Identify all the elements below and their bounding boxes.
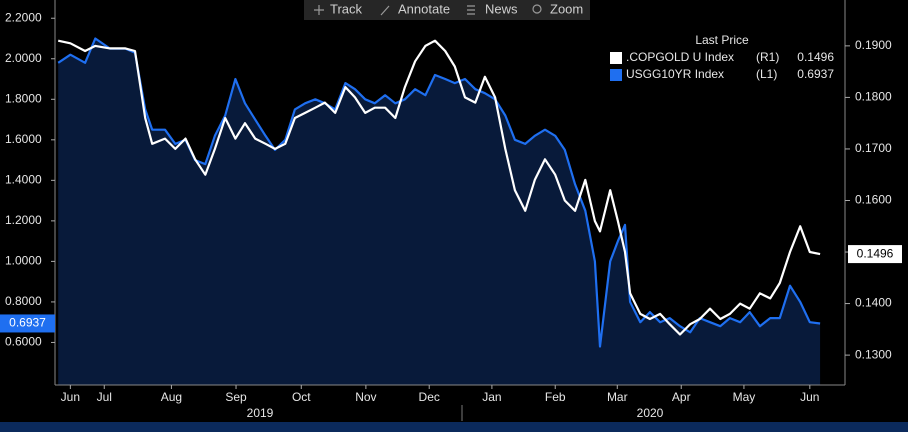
legend-title: Last Price: [695, 33, 749, 47]
y2-tick-label: 0.1900: [855, 38, 892, 52]
series-line: [57, 39, 821, 336]
legend-value: 0.6937: [797, 67, 834, 81]
y-tick-label: 1.6000: [5, 132, 42, 146]
news-icon: [467, 5, 475, 15]
y-tick-label: 1.0000: [5, 254, 42, 268]
series-line: [57, 37, 821, 348]
x-tick-label: Nov: [355, 390, 376, 404]
y-tick-label: 1.4000: [5, 173, 42, 187]
last-value-badge: [848, 245, 902, 264]
x-tick-label: Dec: [419, 390, 440, 404]
y2-tick-label: 0.1800: [855, 90, 892, 104]
legend: Last Price .COPGOLD U Index (R1) 0.1496 USG…: [604, 28, 840, 88]
year-label: 2020: [637, 406, 664, 420]
y-tick-label: 1.2000: [5, 213, 42, 227]
y2-tick-label: 0.1700: [855, 141, 892, 155]
y-tick-label: 0.6000: [5, 335, 42, 349]
x-tick-label: May: [733, 390, 756, 404]
x-tick-label: Apr: [672, 390, 691, 404]
last-value-label: 0.6937: [9, 316, 46, 330]
x-tick-label: Jan: [482, 390, 501, 404]
x-tick-label: Jul: [97, 390, 112, 404]
legend-value: 0.1496: [797, 50, 834, 64]
last-value-label: 0.1496: [857, 246, 894, 260]
y2-tick-label: 0.1300: [855, 347, 892, 361]
x-tick-label: Jun: [800, 390, 819, 404]
toolbar-button[interactable]: News: [485, 1, 518, 16]
y-tick-label: 2.2000: [5, 10, 42, 24]
legend-tag: (L1): [756, 67, 777, 81]
last-value-badge: [0, 314, 55, 333]
legend-label: .COPGOLD U Index: [626, 50, 734, 64]
bottom-strip: [0, 422, 908, 432]
toolbar: Track Annotate News Zoom: [304, 0, 590, 20]
annotate-icon: [380, 5, 390, 16]
legend-swatch: [610, 52, 622, 64]
legend-bg: [604, 28, 840, 88]
y2-tick-label: 0.1400: [855, 296, 892, 310]
toolbar-button[interactable]: Annotate: [398, 1, 450, 16]
x-tick-label: Aug: [161, 390, 182, 404]
x-tick-label: Sep: [225, 390, 247, 404]
toolbar-button[interactable]: Zoom: [550, 1, 583, 16]
track-icon: [314, 5, 324, 15]
x-tick-label: Jun: [61, 390, 80, 404]
y-tick-label: 1.8000: [5, 91, 42, 105]
y-tick-label: 2.0000: [5, 51, 42, 65]
y-tick-label: 0.8000: [5, 294, 42, 308]
x-tick-label: Mar: [607, 390, 628, 404]
zoom-icon: [532, 4, 542, 14]
year-label: 2019: [247, 406, 274, 420]
toolbar-bg: [304, 0, 590, 20]
y2-tick-label: 0.1600: [855, 193, 892, 207]
toolbar-button[interactable]: Track: [330, 1, 363, 16]
legend-label: USGG10YR Index: [626, 67, 724, 81]
x-tick-label: Feb: [545, 390, 566, 404]
legend-swatch: [610, 69, 622, 81]
legend-tag: (R1): [756, 50, 779, 64]
x-tick-label: Oct: [292, 390, 311, 404]
